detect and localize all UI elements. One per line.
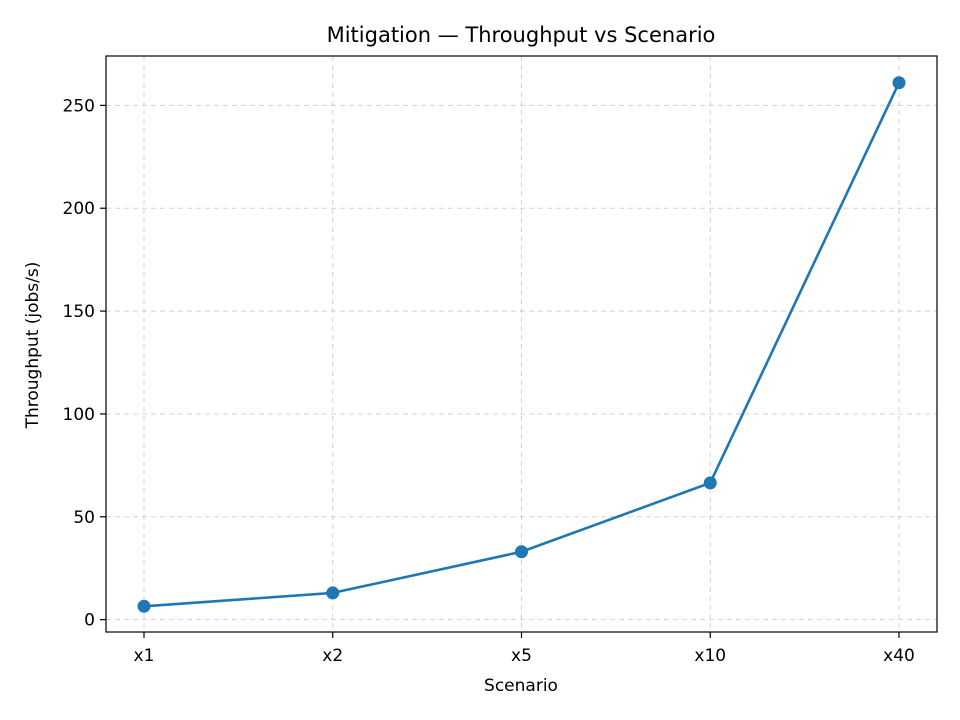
data-point xyxy=(326,586,340,600)
x-tick-label: x10 xyxy=(694,646,726,666)
data-point xyxy=(515,545,528,559)
x-axis-label: Scenario xyxy=(484,676,558,696)
data-point xyxy=(703,476,717,490)
chart-title: Mitigation — Throughput vs Scenario xyxy=(327,23,716,47)
data-point xyxy=(137,599,151,613)
y-axis-label: Throughput (jobs/s) xyxy=(23,262,43,430)
x-tick-label: x5 xyxy=(511,646,532,666)
x-tick-label: x2 xyxy=(322,646,343,666)
axis-ticks: x1 x2 x5 x10 x40 0 50 100 150 200 250 xyxy=(63,96,915,666)
y-tick-label: 200 xyxy=(63,199,95,219)
y-tick-label: 0 xyxy=(84,611,95,631)
y-tick-label: 50 xyxy=(73,508,95,528)
x-tick-label: x40 xyxy=(883,646,915,666)
x-tick-label: x1 xyxy=(134,646,155,666)
y-tick-label: 100 xyxy=(63,405,95,425)
data-point xyxy=(892,76,906,90)
grid xyxy=(106,56,937,632)
y-tick-label: 150 xyxy=(63,302,95,322)
data-points xyxy=(137,76,906,613)
y-tick-label: 250 xyxy=(63,96,95,116)
